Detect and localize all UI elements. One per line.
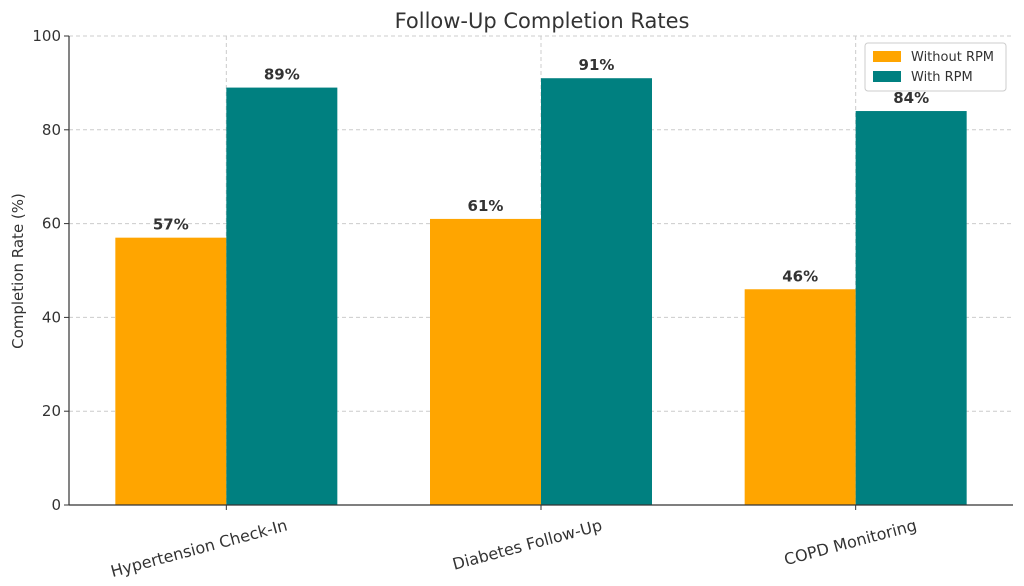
data-label: 84% [893,89,929,107]
y-tick-label: 100 [32,27,61,45]
data-label: 57% [153,216,189,234]
data-label: 46% [782,267,818,285]
y-tick-label: 60 [42,215,61,233]
data-label: 91% [579,56,615,74]
bar-with-rpm [855,111,967,505]
y-tick-label: 0 [51,496,61,514]
data-labels: 57% 89% 61% 91% 46% 84% [153,56,929,285]
bar-without-rpm [430,218,541,505]
data-label: 89% [264,66,300,84]
legend: Without RPM With RPM [864,42,1007,92]
bars [115,78,967,506]
y-axis-label: Completion Rate (%) [9,193,27,349]
legend-swatch [873,71,901,82]
data-label: 61% [468,197,504,215]
legend-label: With RPM [911,70,973,85]
y-tick-label: 40 [42,308,61,326]
bar-without-rpm [744,289,856,505]
chart-title: Follow-Up Completion Rates [395,9,690,33]
x-tick-label: COPD Monitoring [782,516,919,570]
x-tick-label: Diabetes Follow-Up [450,516,604,574]
x-tick-label: Hypertension Check-In [109,516,290,581]
y-tick-label: 20 [42,402,61,420]
bar-without-rpm [115,237,227,506]
bar-with-rpm [541,78,652,506]
bar-with-rpm [226,87,338,505]
y-tick-label: 80 [42,121,61,139]
legend-swatch [873,51,901,62]
legend-label: Without RPM [911,50,994,65]
